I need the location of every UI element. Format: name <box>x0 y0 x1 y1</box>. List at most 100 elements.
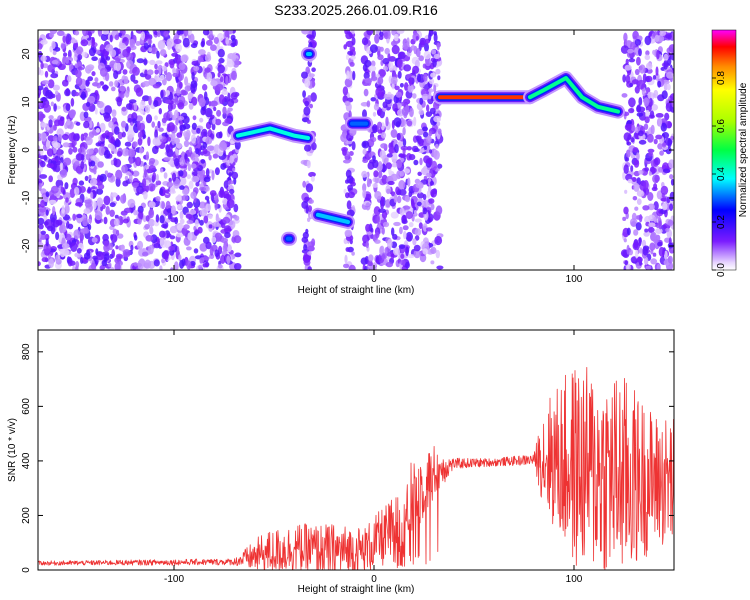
noise-blob <box>65 103 71 112</box>
noise-blob <box>301 71 308 79</box>
noise-blob <box>669 203 674 211</box>
noise-blob <box>87 95 96 104</box>
noise-blob <box>641 86 646 97</box>
noise-blob <box>413 209 417 215</box>
noise-blob <box>175 142 183 149</box>
noise-blob <box>110 144 116 152</box>
noise-blob <box>38 217 45 225</box>
noise-blob <box>94 77 99 83</box>
noise-blob <box>80 161 85 170</box>
noise-blob <box>51 60 59 65</box>
noise-blob <box>399 207 405 216</box>
noise-blob <box>91 237 98 243</box>
noise-blob <box>159 230 166 238</box>
noise-blob <box>114 214 119 219</box>
noise-blob <box>175 232 184 238</box>
noise-blob <box>218 57 225 64</box>
noise-blob <box>342 148 347 156</box>
noise-blob <box>398 153 407 158</box>
noise-blob <box>661 90 668 100</box>
noise-blob <box>396 160 403 168</box>
noise-blob <box>621 93 628 98</box>
noise-blob <box>413 116 417 127</box>
noise-blob <box>101 133 107 139</box>
noise-blob <box>134 234 138 241</box>
noise-blob <box>44 70 49 78</box>
noise-blob <box>203 215 209 224</box>
noise-blob <box>74 160 80 165</box>
noise-blob <box>118 32 122 37</box>
noise-blob <box>178 62 186 70</box>
noise-blob <box>56 30 65 36</box>
noise-blob <box>179 210 184 220</box>
noise-blob <box>179 30 185 35</box>
noise-blob <box>214 167 220 176</box>
noise-blob <box>669 93 674 101</box>
noise-blob <box>650 124 655 135</box>
noise-blob <box>84 175 89 181</box>
noise-blob <box>372 159 379 169</box>
noise-blob <box>430 188 437 198</box>
noise-blob <box>161 201 166 210</box>
noise-blob <box>132 118 137 124</box>
noise-blob <box>115 169 123 180</box>
noise-blob <box>206 145 215 151</box>
noise-blob <box>156 50 160 59</box>
noise-blob <box>124 175 129 181</box>
noise-blob <box>178 170 184 177</box>
noise-blob <box>398 244 406 250</box>
noise-blob <box>193 157 200 163</box>
noise-blob <box>663 250 668 260</box>
noise-blob <box>168 177 172 183</box>
noise-blob <box>111 249 115 258</box>
noise-blob <box>38 178 43 185</box>
noise-blob <box>390 76 398 85</box>
noise-blob <box>48 199 57 205</box>
noise-blob <box>114 80 119 88</box>
noise-blob <box>306 119 311 124</box>
noise-blob <box>424 42 429 52</box>
noise-blob <box>233 263 242 270</box>
noise-blob <box>222 216 231 224</box>
noise-blob <box>639 247 643 254</box>
noise-blob <box>178 254 182 262</box>
noise-blob <box>75 76 83 87</box>
noise-blob <box>638 170 644 175</box>
noise-blob <box>304 100 310 107</box>
noise-blob <box>628 249 634 256</box>
noise-blob <box>69 260 76 266</box>
noise-blob <box>226 60 235 68</box>
noise-blob <box>64 204 70 214</box>
noise-blob <box>129 172 133 183</box>
noise-blob <box>177 194 182 201</box>
noise-blob <box>155 214 160 223</box>
noise-blob <box>110 233 118 243</box>
noise-blob <box>127 117 133 123</box>
noise-blob <box>222 106 227 115</box>
x-tick-label: -100 <box>164 574 184 585</box>
noise-blob <box>636 56 641 66</box>
noise-blob <box>363 71 370 80</box>
noise-blob <box>186 260 192 270</box>
y-tick-label: 20 <box>21 48 32 60</box>
noise-blob <box>620 45 629 54</box>
noise-blob <box>116 229 120 236</box>
noise-blob <box>142 251 149 257</box>
noise-blob <box>179 218 185 225</box>
noise-blob <box>52 50 57 56</box>
noise-blob <box>136 185 144 195</box>
noise-blob <box>40 160 46 168</box>
noise-blob <box>39 174 48 179</box>
noise-blob <box>111 192 118 198</box>
y-tick-label: -20 <box>21 238 32 253</box>
noise-blob <box>638 237 642 244</box>
spectrogram-feature-3-layer-3 <box>316 212 350 224</box>
noise-blob <box>186 201 193 209</box>
noise-blob <box>199 209 208 217</box>
noise-blob <box>364 265 368 270</box>
noise-blob <box>60 168 68 178</box>
noise-blob <box>93 168 97 175</box>
noise-blob <box>137 218 142 225</box>
noise-blob <box>385 261 393 268</box>
noise-blob <box>191 122 197 130</box>
